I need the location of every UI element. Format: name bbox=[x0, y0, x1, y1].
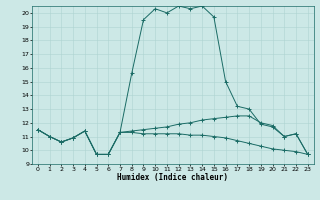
X-axis label: Humidex (Indice chaleur): Humidex (Indice chaleur) bbox=[117, 173, 228, 182]
